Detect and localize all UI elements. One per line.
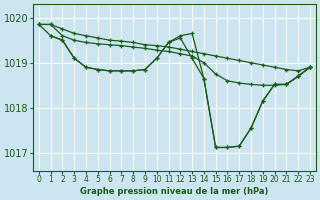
- X-axis label: Graphe pression niveau de la mer (hPa): Graphe pression niveau de la mer (hPa): [80, 187, 268, 196]
